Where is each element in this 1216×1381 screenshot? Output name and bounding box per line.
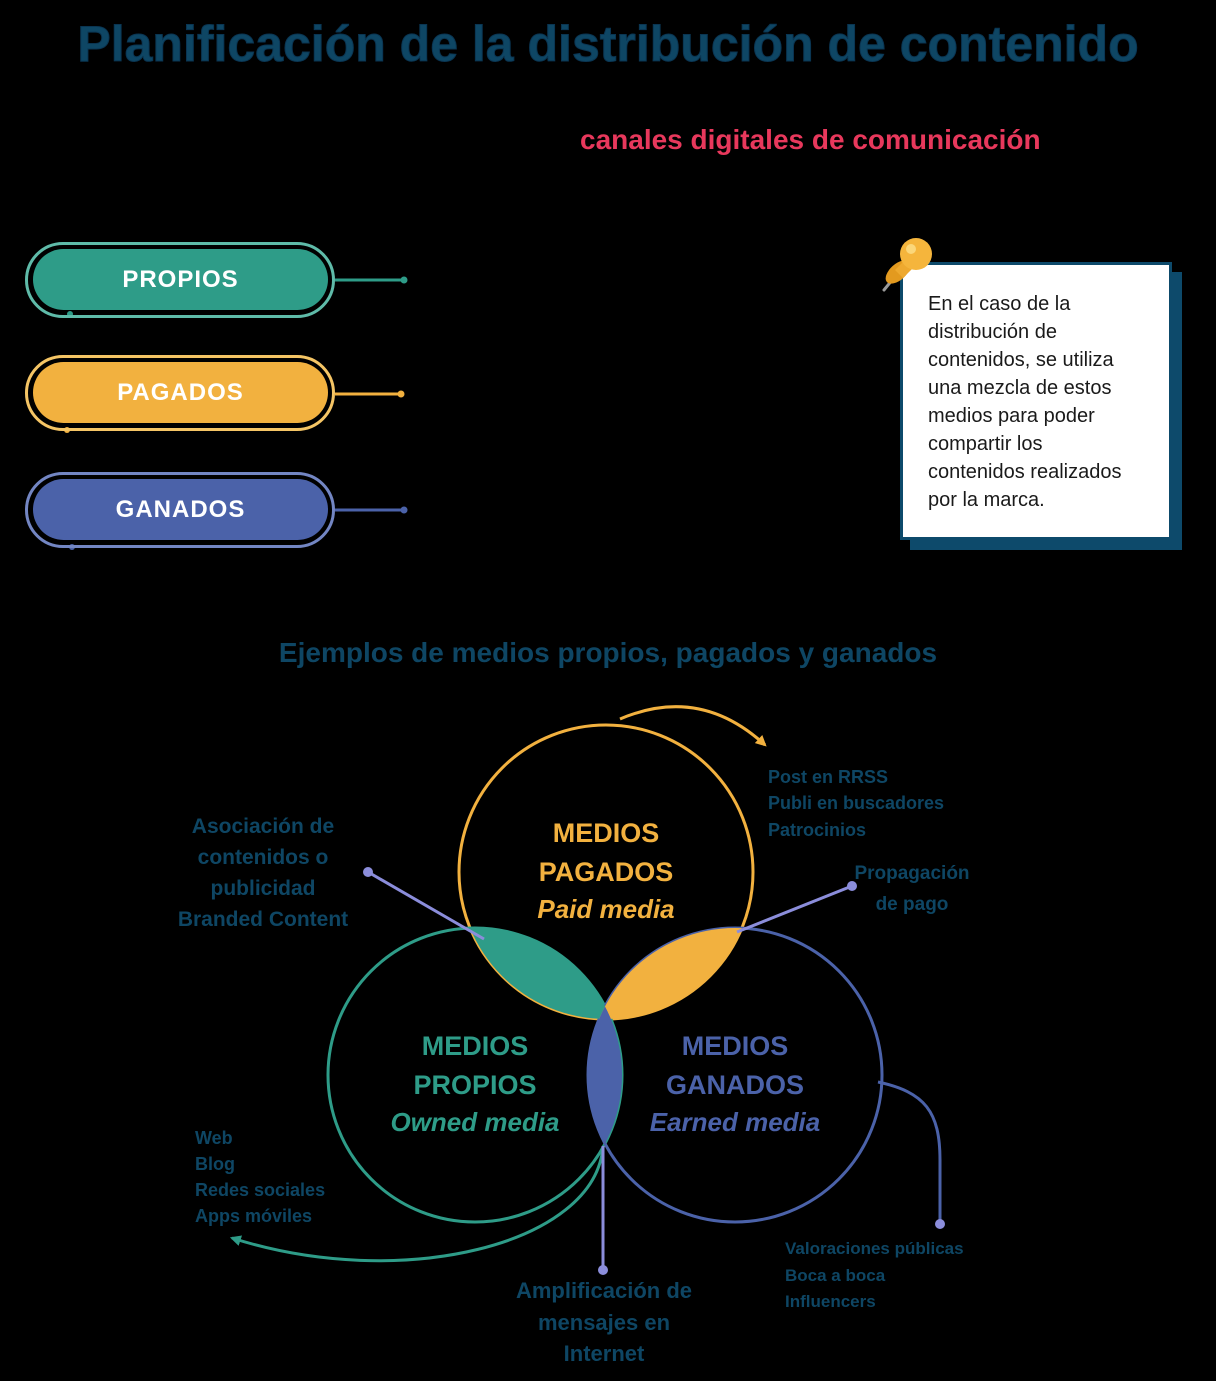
- paid-owned-overlap: [459, 928, 622, 1019]
- pushpin-icon: [882, 238, 932, 292]
- pill-label-propios: PROPIOS: [33, 249, 328, 310]
- owned-earned-overlap: [588, 928, 622, 1222]
- owned-earned-label: mensajes en: [538, 1310, 670, 1335]
- connector-dot: [363, 867, 373, 877]
- paid-owned-label: contenidos o: [198, 846, 329, 869]
- paid-earned-connector: [736, 884, 853, 934]
- pill-outline: [25, 472, 335, 548]
- paid-owned-label: publicidad: [211, 877, 316, 900]
- media-type-pagados: PAGADOS: [25, 355, 335, 431]
- owned-example-item: Web: [195, 1128, 233, 1148]
- note-text-line: contenidos, se utiliza: [928, 349, 1114, 371]
- note-text-line: compartir los: [928, 433, 1043, 455]
- media-type-propios: PROPIOS: [25, 242, 335, 318]
- note-text-line: contenidos realizados: [928, 461, 1122, 483]
- pill-label-pagados: PAGADOS: [33, 362, 328, 423]
- pill-label-ganados: GANADOS: [33, 479, 328, 540]
- note-text-line: una mezcla de estos: [928, 377, 1112, 399]
- paid-example-item: Publi en buscadores: [768, 793, 944, 813]
- connector-dot: [397, 390, 405, 398]
- connector-dot: [847, 881, 857, 891]
- owned-example-item: Redes sociales: [195, 1180, 325, 1200]
- note-text-line: medios para poder: [928, 405, 1095, 427]
- paid-media-english: Paid media: [537, 894, 674, 924]
- owned-examples-arrow: [229, 1145, 605, 1263]
- connector-dot: [935, 1219, 945, 1229]
- earned-media-title: MEDIOS: [682, 1031, 789, 1061]
- intro-highlight: canales digitales de comunicación: [580, 124, 1041, 155]
- earned-example-item: Valoraciones públicas: [785, 1239, 964, 1258]
- paid-examples-arrow: [619, 705, 767, 747]
- paid-media-title: MEDIOS: [553, 818, 660, 848]
- owned-media-circle: [326, 926, 624, 1224]
- venn-title: Ejemplos de medios propios, pagados y ga…: [278, 637, 938, 668]
- earned-examples-connector: [877, 1080, 942, 1221]
- connector-dot: [400, 276, 408, 284]
- pill-outline: [25, 355, 335, 431]
- paid-earned-label: de pago: [876, 894, 949, 915]
- owned-example-item: Apps móviles: [195, 1206, 312, 1226]
- paid-example-item: Post en RRSS: [768, 767, 888, 787]
- earned-media-title: GANADOS: [666, 1070, 804, 1100]
- owned-media-title: MEDIOS: [422, 1031, 529, 1061]
- connector-dot: [598, 1265, 608, 1275]
- owned-earned-label: Internet: [564, 1341, 645, 1366]
- owned-earned-label: Amplificación de: [516, 1278, 692, 1303]
- paid-media-circle: [457, 723, 755, 1021]
- earned-media-english: Earned media: [650, 1107, 821, 1137]
- note-box: En el caso de la distribución de conteni…: [900, 262, 1172, 540]
- earned-example-item: Boca a boca: [785, 1266, 886, 1285]
- paid-earned-overlap: [588, 928, 753, 1019]
- paid-earned-label: Propagación: [854, 863, 969, 884]
- earned-example-item: Influencers: [785, 1292, 876, 1311]
- paid-example-item: Patrocinios: [768, 820, 866, 840]
- paid-owned-label: Branded Content: [178, 908, 348, 931]
- owned-example-item: Blog: [195, 1154, 235, 1174]
- pill-outline: [25, 242, 335, 318]
- connector-dot: [400, 506, 408, 514]
- note-text-line: distribución de: [928, 321, 1057, 343]
- owned-media-title: PROPIOS: [413, 1070, 536, 1100]
- earned-media-circle: [586, 926, 884, 1224]
- owned-media-english: Owned media: [390, 1107, 559, 1137]
- media-type-ganados: GANADOS: [25, 472, 335, 548]
- paid-owned-connector: [367, 870, 485, 941]
- note-text-line: por la marca.: [928, 489, 1045, 511]
- page-title: Planificación de la distribución de cont…: [77, 16, 1139, 73]
- paid-owned-label: Asociación de: [192, 815, 334, 838]
- note-text-line: En el caso de la: [928, 293, 1071, 315]
- paid-media-title: PAGADOS: [539, 857, 674, 887]
